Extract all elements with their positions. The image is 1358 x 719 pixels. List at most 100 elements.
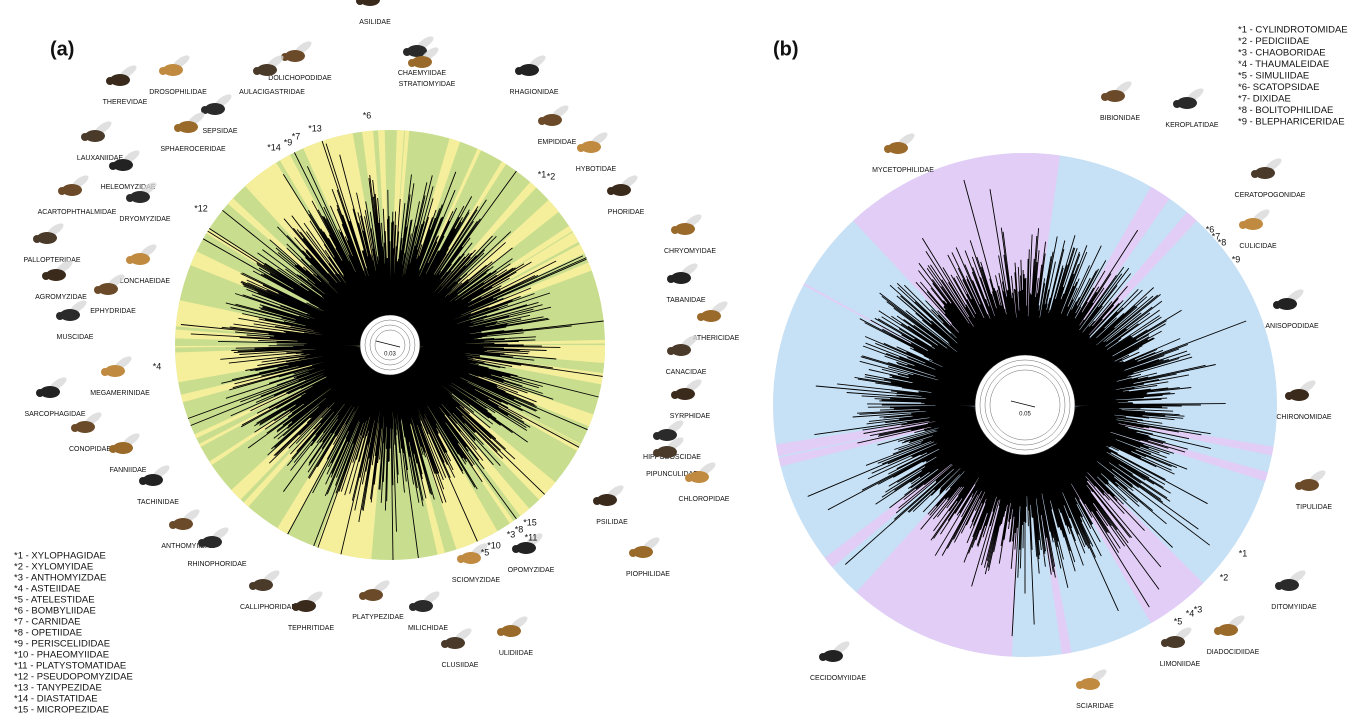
insect-photo [1161, 625, 1193, 648]
figure: 0.030.05ASILIDAEDOLICHOPODIDAECHAEMYIIDA… [0, 0, 1358, 714]
legend-item: *8 - OPETIIDAE [14, 628, 82, 639]
asterisk-label: *7 [292, 131, 301, 141]
tree-core [360, 315, 420, 375]
family-label: CULICIDAE [1239, 243, 1277, 250]
family-label: AGROMYZIDAE [35, 294, 87, 301]
family-label: SYRPHIDAE [670, 413, 711, 420]
insect-head [497, 628, 505, 636]
insect-head [36, 389, 44, 397]
legend-item: *15 - MICROPEZIDAE [14, 705, 109, 714]
family-label: MUSCIDAE [57, 334, 94, 341]
insect-photo [671, 377, 703, 400]
family-label: CANACIDAE [666, 369, 707, 376]
insect-head [884, 145, 892, 153]
insect-head [1101, 93, 1109, 101]
insect-photo [109, 431, 141, 454]
insect-head [593, 497, 601, 505]
insect-photo [81, 119, 113, 142]
family-label: DOLICHOPODIDAE [268, 75, 332, 82]
family-label: LONCHAEIDAE [120, 278, 171, 285]
insect-photo [58, 173, 90, 196]
family-label: OPOMYZIDAE [508, 567, 555, 574]
insect-head [249, 582, 257, 590]
family-label: CHRYOMYIDAE [664, 248, 716, 255]
insect-photo [253, 53, 285, 76]
family-label: CLUSIIDAE [442, 662, 479, 669]
insect-head [685, 474, 693, 482]
insect-head [441, 640, 449, 648]
asterisk-label: *2 [1220, 572, 1229, 582]
insect-head [174, 124, 182, 132]
legend-item: *8 - BOLITOPHILIDAE [1238, 105, 1333, 116]
asterisk-label: *8 [1218, 237, 1227, 247]
asterisk-label: *9 [1232, 254, 1241, 264]
insect-head [408, 59, 416, 67]
family-label: SCIOMYZIDAE [452, 577, 501, 584]
insect-head [671, 391, 679, 399]
family-label: CHAEMYIIDAE [398, 70, 447, 77]
insect-photo [159, 53, 191, 76]
insect-head [819, 653, 827, 661]
insect-head [629, 549, 637, 557]
insect-photo [667, 261, 699, 284]
insect-head [159, 67, 167, 75]
legend-item: *5 - SIMULIIDAE [1238, 71, 1309, 82]
insect-photo [101, 354, 133, 377]
insect-head [1275, 582, 1283, 590]
insect-head [56, 312, 64, 320]
insect-photo [1285, 378, 1317, 401]
insect-head [653, 449, 661, 457]
legend-item: *6 - BOMBYLIIDAE [14, 606, 96, 617]
legend-item: *13 - TANYPEZIDAE [14, 683, 102, 694]
insect-head [667, 347, 675, 355]
legend-item: *1 - XYLOPHAGIDAE [14, 551, 106, 562]
insect-head [577, 144, 585, 152]
insect-head [697, 313, 705, 321]
insect-photo [538, 103, 570, 126]
family-label: ACARTOPHTHALMIDAE [38, 209, 117, 216]
legend-item: *4 - THAUMALEIDAE [1238, 59, 1329, 70]
insect-head [139, 477, 147, 485]
legend-item: *7 - CARNIDAE [14, 617, 81, 628]
family-label: PLATYPEZIDAE [352, 614, 404, 621]
family-label: SCIARIDAE [1076, 703, 1114, 710]
insect-head [1273, 301, 1281, 309]
family-label: BIBIONIDAE [1100, 115, 1140, 122]
asterisk-label: *8 [515, 524, 524, 534]
insect-photo [409, 589, 441, 612]
insect-head [1173, 100, 1181, 108]
asterisk-label: *12 [194, 203, 208, 213]
insect-photo [1076, 667, 1108, 690]
circular-tree: 0.05 [773, 153, 1277, 657]
insect-head [42, 272, 50, 280]
insect-photo [356, 0, 388, 6]
insect-head [538, 117, 546, 125]
insect-head [94, 286, 102, 294]
insect-photo [819, 639, 851, 662]
family-label: LIMONIIDAE [1160, 661, 1201, 668]
insect-photo [593, 483, 625, 506]
family-label: TEPHRITIDAE [288, 625, 335, 632]
asterisk-label: *4 [153, 361, 162, 371]
insect-photo [292, 589, 324, 612]
legend-item: *2 - XYLOMYIDAE [14, 562, 93, 573]
insect-head [457, 555, 465, 563]
family-label: PSILIDAE [596, 519, 628, 526]
insect-photo [249, 568, 281, 591]
insect-head [667, 275, 675, 283]
insect-photo [497, 614, 529, 637]
legend-item: *3 - CHAOBORIDAE [1238, 48, 1326, 59]
asterisk-label: *14 [267, 142, 281, 152]
legend-item: *10 - PHAEOMYIIDAE [14, 650, 109, 661]
insect-head [126, 256, 134, 264]
insect-head [169, 521, 177, 529]
insect-head [58, 187, 66, 195]
insect-head [1161, 639, 1169, 647]
insect-head [198, 539, 206, 547]
legend-item: *6- SCATOPSIDAE [1238, 82, 1319, 93]
insect-head [512, 545, 520, 553]
asterisk-label: *5 [1174, 616, 1183, 626]
family-label: SPHAEROCERIDAE [160, 146, 226, 153]
insect-photo [577, 130, 609, 153]
family-label: PHORIDAE [608, 209, 645, 216]
